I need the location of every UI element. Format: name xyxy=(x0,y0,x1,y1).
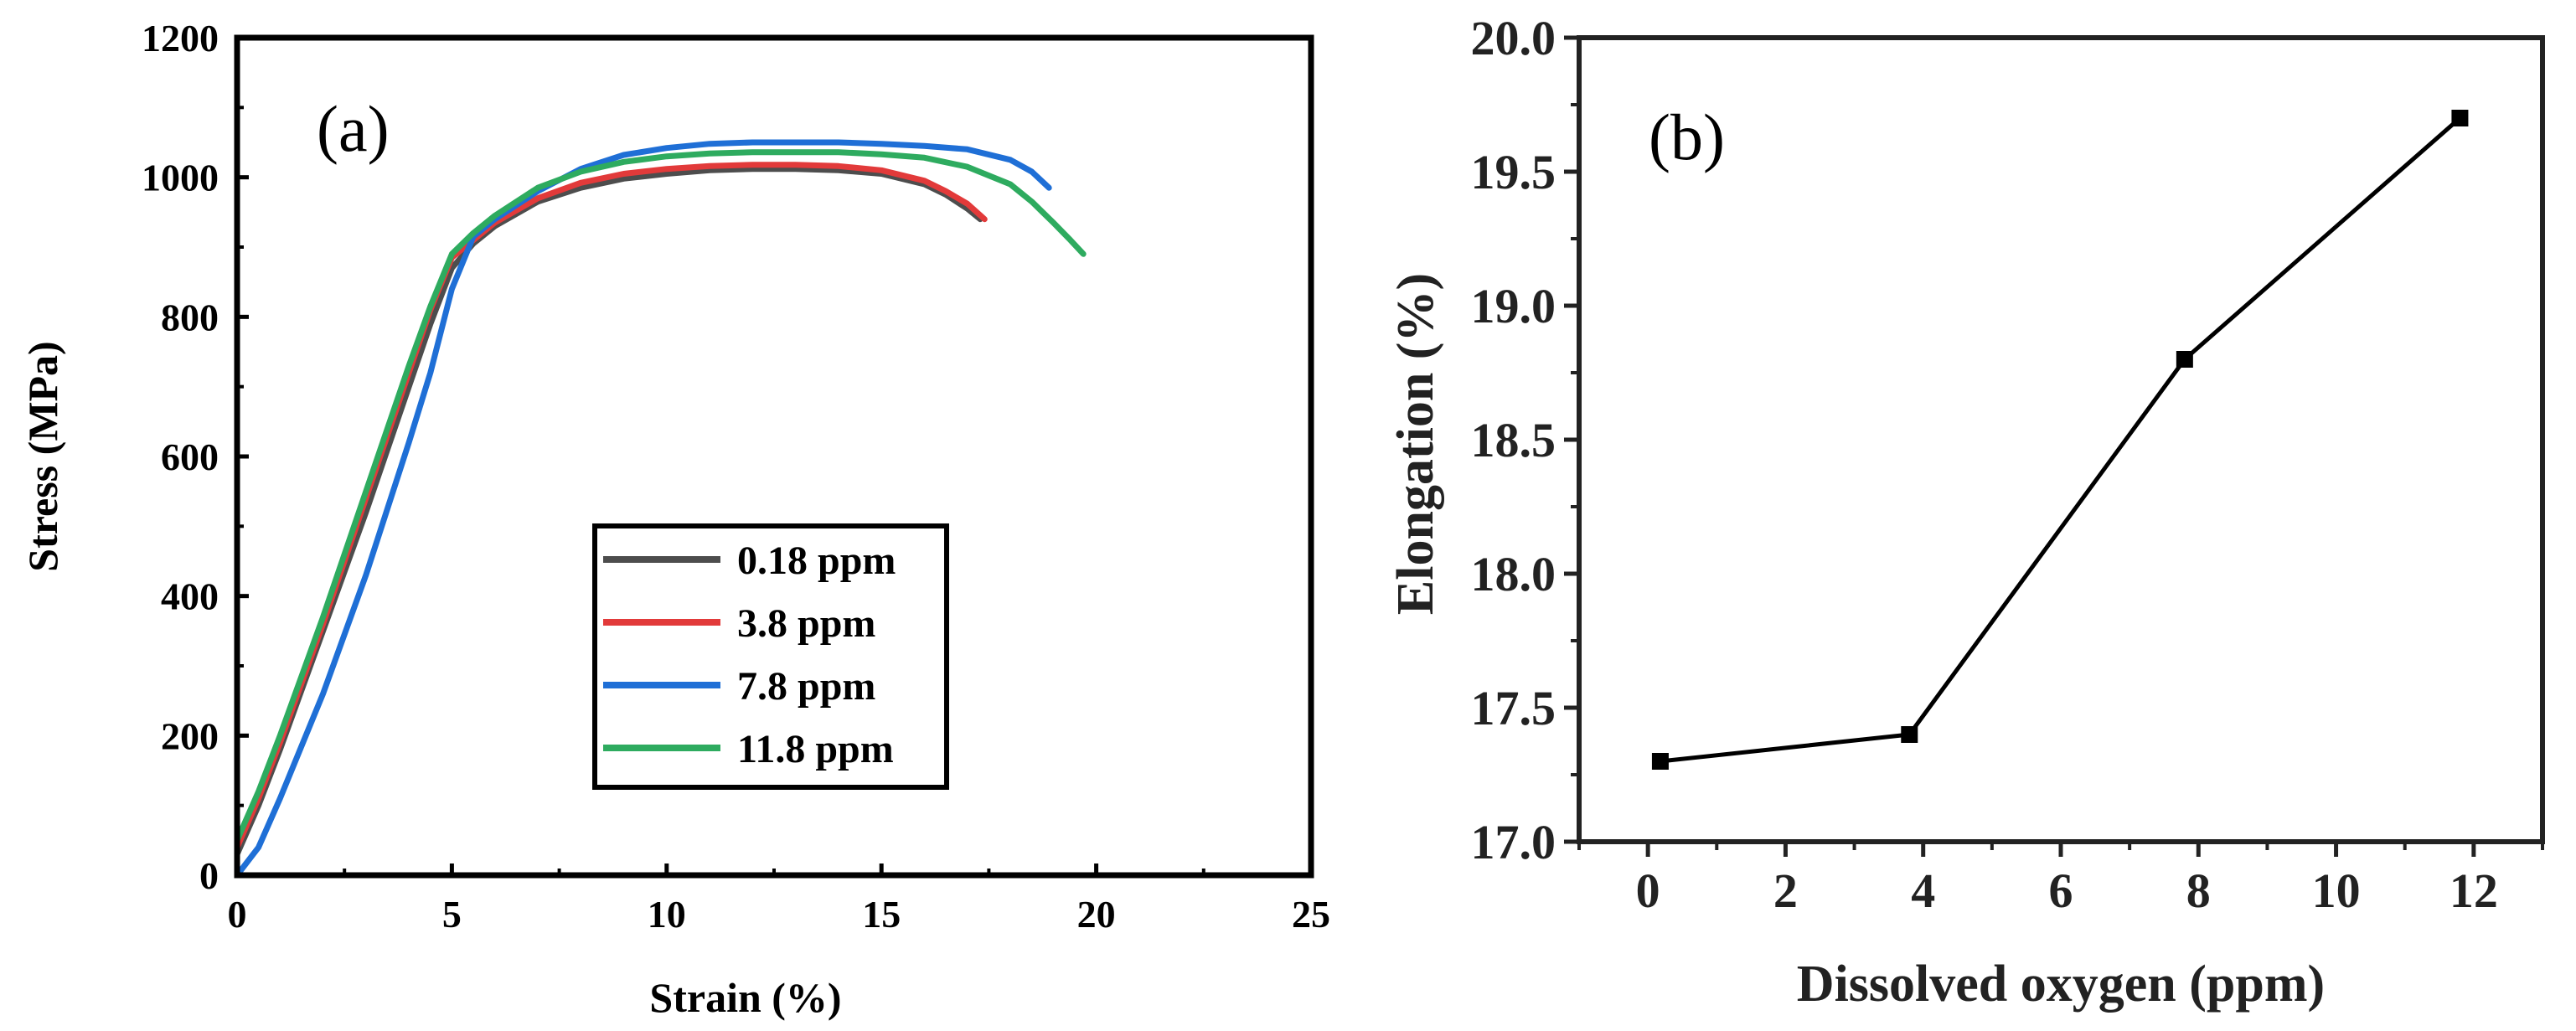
x-axis-title-b: Dissolved oxygen (ppm) xyxy=(1797,956,2325,1013)
x-tick-label-a: 15 xyxy=(862,893,901,936)
axes-ticks-a: 0 5 10 15 20 25 0 200 400 600 800 1000 1200 xyxy=(142,17,1330,936)
y-tick-label-b: 19.0 xyxy=(1471,279,1556,333)
x-tick-label-b: 2 xyxy=(1773,863,1798,918)
data-point-marker xyxy=(2451,110,2469,126)
x-tick-label-b: 0 xyxy=(1636,863,1660,918)
y-axis-title-a: Stress (MPa) xyxy=(19,341,66,571)
axes-ticks-b: 0 2 4 6 8 10 12 17.0 17.5 18.0 18.5 19.0 19.5 20.0 xyxy=(1471,11,2544,918)
x-tick-label-b: 8 xyxy=(2186,863,2211,918)
x-tick-label-b: 6 xyxy=(2049,863,2073,918)
y-tick-label-b: 19.5 xyxy=(1471,145,1556,199)
data-point-marker xyxy=(1901,726,1918,743)
y-tick-label-a: 1200 xyxy=(142,17,219,59)
x-tick-label-b: 12 xyxy=(2450,863,2498,918)
data-point-marker xyxy=(1651,753,1669,770)
elongation-series-group xyxy=(1651,110,2469,770)
y-tick-label-b: 17.5 xyxy=(1471,681,1556,735)
panel-label-a: (a) xyxy=(317,92,390,165)
panel-label-b: (b) xyxy=(1649,101,1725,173)
x-tick-label-b: 4 xyxy=(1911,863,1935,918)
stress-strain-chart: 0 5 10 15 20 25 0 200 400 600 800 1000 1200 (a) Stra… xyxy=(19,17,1330,1021)
x-tick-label-a: 10 xyxy=(648,893,686,936)
x-tick-label-a: 25 xyxy=(1292,893,1330,936)
y-tick-label-b: 18.5 xyxy=(1471,413,1556,467)
y-tick-label-a: 800 xyxy=(161,296,219,338)
series-line-2 xyxy=(234,139,1052,879)
y-axis-title-b: Elongation (%) xyxy=(1387,273,1444,615)
legend-a: 0.18 ppm 3.8 ppm 7.8 ppm 11.8 ppm xyxy=(592,523,949,790)
legend-label-1: 3.8 ppm xyxy=(737,601,875,646)
legend-label-3: 11.8 ppm xyxy=(737,727,894,771)
x-axis-title-a: Strain (%) xyxy=(649,974,841,1021)
y-tick-label-b: 18.0 xyxy=(1471,547,1556,601)
stress-strain-series-group xyxy=(234,139,1087,879)
y-tick-label-a: 400 xyxy=(161,575,219,618)
legend-label-0: 0.18 ppm xyxy=(737,539,896,583)
y-tick-label-a: 0 xyxy=(199,854,219,897)
y-tick-label-a: 1000 xyxy=(142,157,219,199)
x-tick-label-a: 5 xyxy=(442,893,462,936)
y-tick-label-b: 20.0 xyxy=(1471,11,1556,65)
x-tick-label-a: 20 xyxy=(1077,893,1116,936)
legend-box xyxy=(592,523,949,790)
series-line-0 xyxy=(234,166,983,858)
elongation-line xyxy=(1660,116,2462,764)
legend-items: 0.18 ppm 3.8 ppm 7.8 ppm 11.8 ppm xyxy=(603,539,896,771)
x-tick-label-b: 10 xyxy=(2312,863,2361,918)
data-point-marker xyxy=(2176,351,2193,368)
y-tick-label-a: 600 xyxy=(161,436,219,478)
y-tick-label-a: 200 xyxy=(161,714,219,757)
x-tick-label-a: 0 xyxy=(228,893,247,936)
series-line-3 xyxy=(234,149,1087,843)
elongation-chart: 0 2 4 6 8 10 12 17.0 17.5 18.0 18.5 19.0 19.5 20.0 (b… xyxy=(1387,11,2545,1013)
y-tick-label-b: 17.0 xyxy=(1471,815,1556,869)
legend-label-2: 7.8 ppm xyxy=(737,664,875,709)
